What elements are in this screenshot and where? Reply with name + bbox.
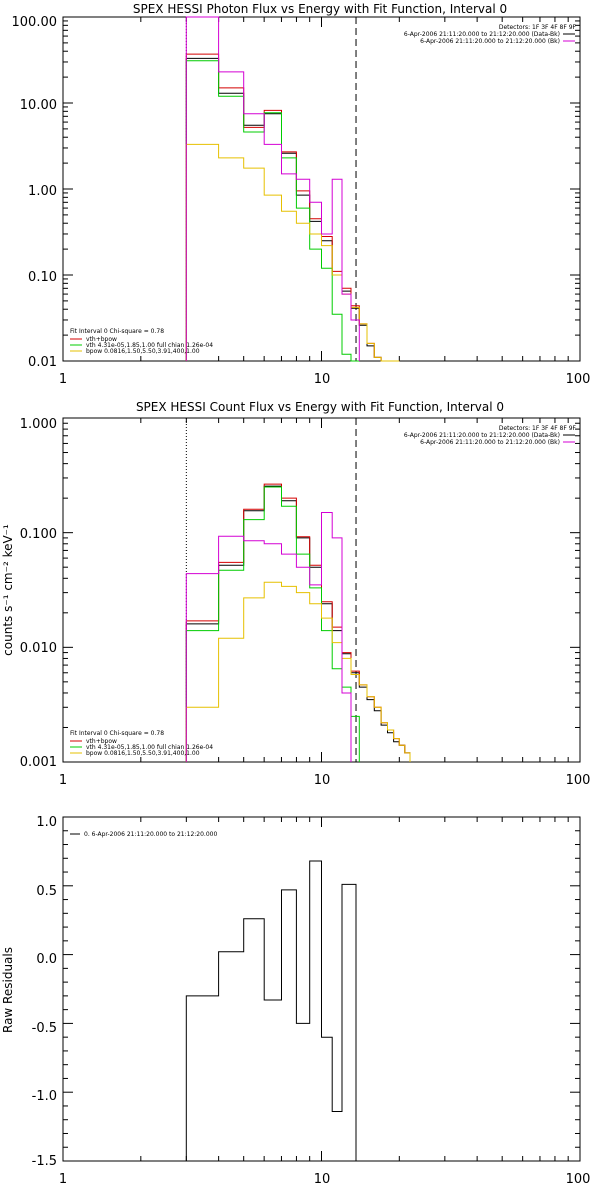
count-fit-label: vth+bpow [86, 738, 117, 745]
count-detectors-label: Detectors: 1F 3F 4F 8F 9F [499, 425, 577, 432]
resid-ytick-label: -0.5 [32, 1021, 57, 1036]
photon-ytick-label: 0.10 [28, 270, 57, 285]
count-time-label-bk: 6-Apr-2006 21:11:20.000 to 21:12:20.000 … [420, 439, 560, 446]
resid-y-axis-label: Raw Residuals [1, 947, 15, 1033]
resid-legend-label: 0. 6-Apr-2006 21:11:20.000 to 21:12:20.0… [84, 831, 217, 838]
resid-ytick-label: 0.0 [36, 952, 57, 967]
resid-xtick-label: 1 [59, 1172, 67, 1187]
count-ytick-label: 1.000 [20, 417, 57, 432]
count-ytick-label: 0.010 [20, 641, 57, 656]
series-data-histogram [185, 860, 357, 1161]
photon-legend: Detectors: 1F 3F 4F 8F 9F 6-Apr-2006 21:… [70, 24, 577, 355]
photon-time-label-data: 6-Apr-2006 21:11:20.000 to 21:12:20.000 … [404, 31, 560, 38]
photon-ytick-label: 10.00 [20, 98, 57, 113]
count-fit-label: vth 4.31e-05,1.85,1.00 full chian 1.26e-… [86, 744, 213, 751]
series-data-histogram [185, 57, 400, 362]
photon-ytick-label: 100.00 [12, 15, 58, 30]
series-vth-histogram [185, 486, 360, 762]
count-xtick-label: 1 [59, 773, 67, 788]
photon-time-label-bk: 6-Apr-2006 21:11:20.000 to 21:12:20.000 … [420, 38, 560, 45]
count-y-axis-label: counts s⁻¹ cm⁻² keV⁻¹ [1, 524, 15, 656]
photon-xtick-label: 1 [59, 372, 67, 387]
resid-xtick-label: 10 [314, 1172, 331, 1187]
photon-plot-frame [62, 16, 581, 362]
count-fit-label: Fit Interval 0 Chi-square = 0.78 [70, 730, 164, 737]
count-xtick-label: 100 [566, 773, 591, 788]
series-vth-histogram [185, 60, 360, 362]
photon-ytick-label: 0.01 [28, 355, 57, 370]
series-total-histogram [185, 483, 411, 762]
photon-detectors-label: Detectors: 1F 3F 4F 8F 9F [499, 24, 577, 31]
series-total-histogram [185, 53, 400, 362]
photon-fit-label: vth 4.31e-05,1.85,1.00 full chian 1.26e-… [86, 342, 213, 349]
count-ytick-label: 0.100 [20, 527, 57, 542]
resid-ytick-label: 1.0 [36, 815, 57, 830]
count-ytick-label: 0.001 [20, 755, 57, 770]
count-flux-panel: SPEX HESSI Count Flux vs Energy with Fit… [1, 400, 590, 788]
count-legend: Detectors: 1F 3F 4F 8F 9F 6-Apr-2006 21:… [70, 425, 577, 757]
resid-ytick-label: -1.0 [32, 1089, 57, 1104]
count-chart-title: SPEX HESSI Count Flux vs Energy with Fit… [136, 400, 504, 414]
resid-ytick-label: 0.5 [36, 884, 57, 899]
series-bkg-histogram [185, 16, 360, 361]
photon-flux-panel: SPEX HESSI Photon Flux vs Energy with Fi… [12, 2, 591, 387]
count-fit-label: bpow 0.0816,1.50,5.50,3.91,400,1.00 [86, 750, 200, 757]
series-bpow-histogram [185, 581, 411, 762]
series-bkg-histogram [185, 512, 352, 762]
count-time-label-data: 6-Apr-2006 21:11:20.000 to 21:12:20.000 … [404, 432, 560, 439]
photon-chart-marks [62, 16, 580, 362]
resid-xtick-label: 100 [566, 1172, 591, 1187]
series-data-histogram [185, 485, 411, 762]
residuals-panel: Raw Residuals 1.0 0.5 0.0 -0.5 -1.0 -1.5… [1, 815, 590, 1187]
photon-ytick-label: 1.00 [28, 184, 57, 199]
resid-ytick-label: -1.5 [32, 1154, 57, 1169]
series-bpow-histogram [185, 143, 400, 362]
photon-chart-title: SPEX HESSI Photon Flux vs Energy with Fi… [133, 2, 507, 16]
resid-chart-marks [62, 816, 580, 1162]
photon-fit-label: Fit Interval 0 Chi-square = 0.78 [70, 328, 164, 335]
count-xtick-label: 10 [314, 773, 331, 788]
photon-xtick-label: 10 [314, 372, 331, 387]
count-chart-marks [62, 418, 580, 763]
photon-xtick-label: 100 [566, 372, 591, 387]
photon-fit-label: vth+bpow [86, 336, 117, 343]
photon-fit-label: bpow 0.0816,1.50,5.50,3.91,400,1.00 [86, 348, 200, 355]
